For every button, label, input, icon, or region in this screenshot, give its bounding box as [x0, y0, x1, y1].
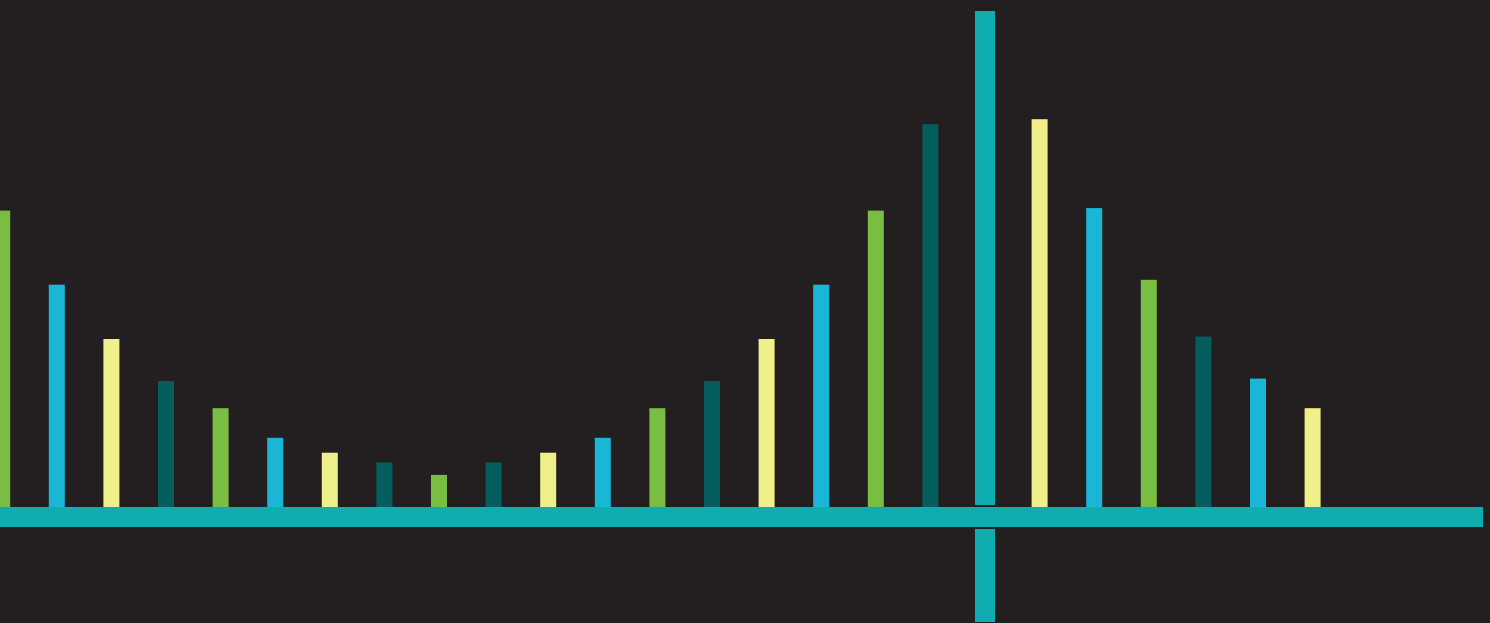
bar-23: [1304, 408, 1321, 508]
bar-11: [594, 437, 611, 508]
axis-cross-gap-bottom: [975, 527, 995, 529]
bar-8: [431, 474, 447, 508]
bars-group: [0, 119, 1321, 508]
y-axis-line: [975, 11, 995, 622]
bar-17: [922, 124, 939, 508]
bar-10: [540, 452, 557, 508]
bar-22: [1250, 378, 1266, 508]
bar-9: [485, 462, 502, 508]
bar-14: [758, 339, 775, 508]
bar-6: [321, 452, 338, 508]
bar-18: [1031, 119, 1048, 508]
bar-16: [867, 210, 884, 508]
bar-12: [649, 408, 666, 508]
bar-1: [48, 284, 65, 508]
axis-cross-gap-top: [975, 505, 995, 507]
bar-13: [704, 381, 720, 508]
axes-group: [0, 11, 1483, 622]
bar-21: [1195, 336, 1212, 508]
bar-15: [813, 284, 830, 508]
bar-2: [103, 339, 120, 508]
bar-20: [1140, 279, 1157, 508]
bar-3: [158, 381, 174, 508]
x-axis-line: [0, 507, 1483, 527]
bar-7: [376, 462, 393, 508]
bar-19: [1086, 208, 1103, 508]
bar-4: [212, 408, 229, 508]
bar-0: [0, 210, 11, 508]
bar-5: [267, 437, 284, 508]
